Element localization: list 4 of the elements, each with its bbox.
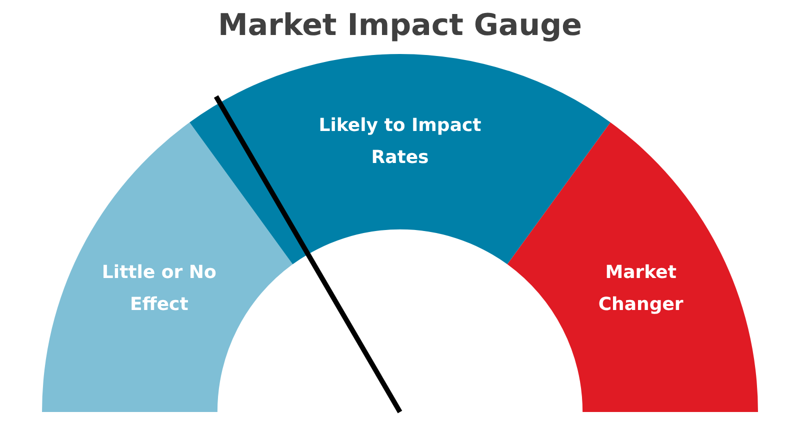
slice-label: Likely to Impact Rates	[318, 114, 482, 170]
slice-label: Little or No Effect	[100, 261, 218, 318]
chart-title: Market Impact Gauge	[217, 8, 583, 43]
slice-label: Market Changer	[597, 261, 684, 318]
